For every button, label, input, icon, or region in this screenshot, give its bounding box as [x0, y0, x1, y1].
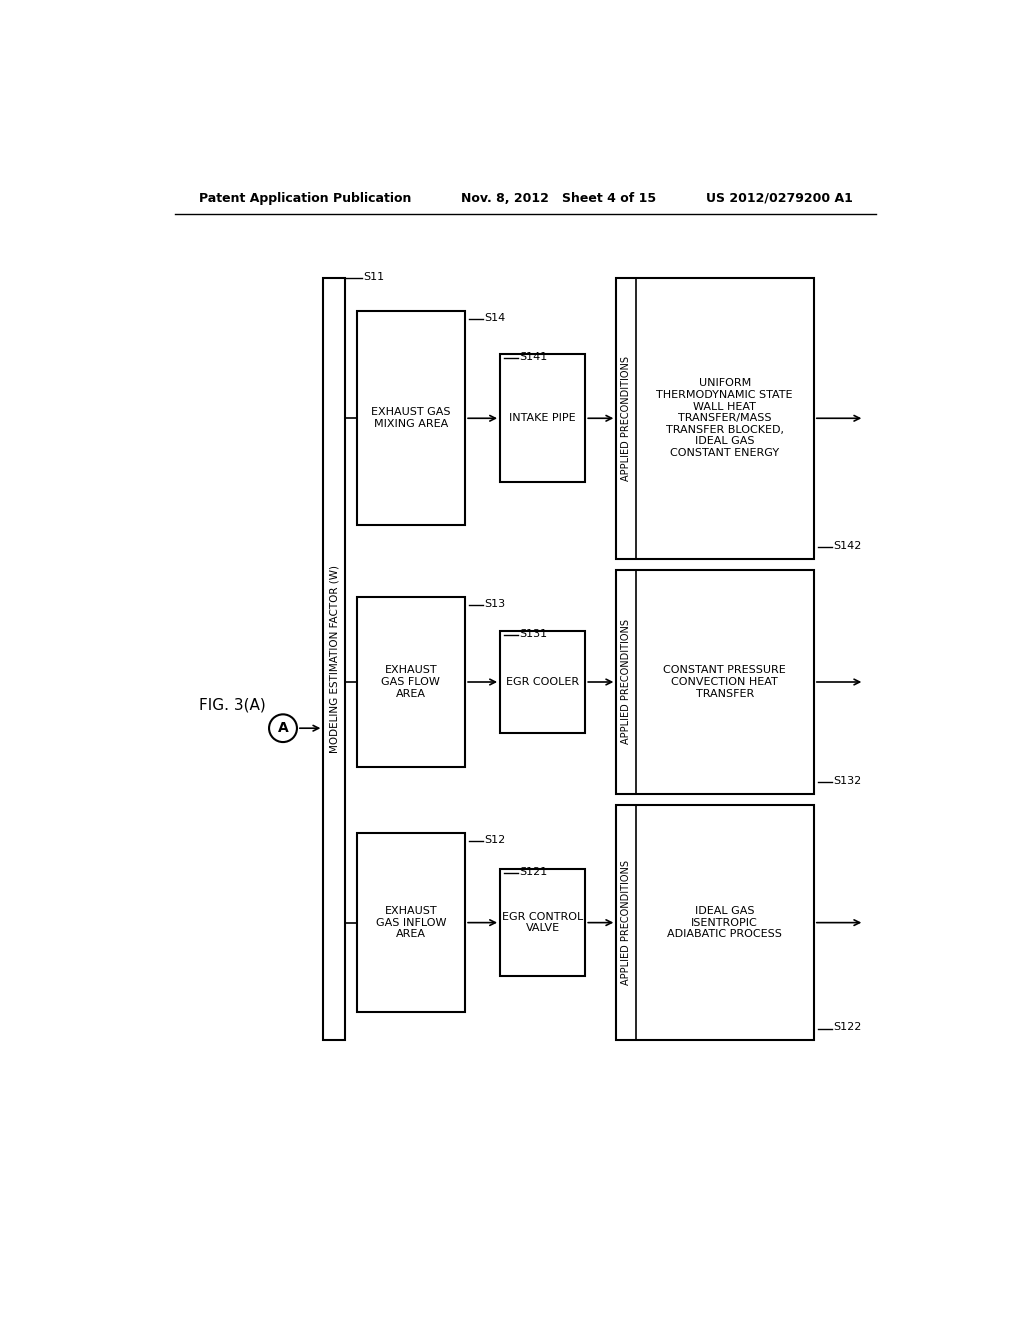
Bar [616, 805, 814, 1040]
Text: S131: S131 [519, 628, 548, 639]
Bar [500, 631, 586, 733]
Text: Nov. 8, 2012   Sheet 4 of 15: Nov. 8, 2012 Sheet 4 of 15 [461, 191, 656, 205]
Text: US 2012/0279200 A1: US 2012/0279200 A1 [706, 191, 853, 205]
Text: APPLIED PRECONDITIONS: APPLIED PRECONDITIONS [621, 619, 631, 744]
Text: INTAKE PIPE: INTAKE PIPE [509, 413, 575, 424]
Text: S142: S142 [834, 541, 861, 550]
Text: A: A [278, 721, 289, 735]
Text: S122: S122 [834, 1022, 861, 1032]
Text: S14: S14 [484, 313, 506, 323]
Text: EGR COOLER: EGR COOLER [506, 677, 580, 686]
Text: EXHAUST
GAS INFLOW
AREA: EXHAUST GAS INFLOW AREA [376, 906, 446, 940]
Bar [500, 354, 586, 482]
Text: S13: S13 [484, 599, 506, 609]
Text: S132: S132 [834, 776, 861, 785]
Bar [616, 277, 814, 558]
Text: S141: S141 [519, 352, 548, 362]
Text: UNIFORM
THERMODYNAMIC STATE
WALL HEAT
TRANSFER/MASS
TRANSFER BLOCKED,
IDEAL GAS
: UNIFORM THERMODYNAMIC STATE WALL HEAT TR… [656, 379, 793, 458]
Text: S121: S121 [519, 867, 548, 876]
Text: S11: S11 [364, 272, 385, 281]
Bar [324, 277, 345, 1040]
Text: IDEAL GAS
ISENTROPIC
ADIABATIC PROCESS: IDEAL GAS ISENTROPIC ADIABATIC PROCESS [668, 906, 782, 940]
Text: CONSTANT PRESSURE
CONVECTION HEAT
TRANSFER: CONSTANT PRESSURE CONVECTION HEAT TRANSF… [664, 665, 786, 698]
Bar [616, 570, 814, 793]
Bar [500, 869, 586, 977]
Text: S12: S12 [484, 836, 506, 845]
Text: MODELING ESTIMATION FACTOR (W): MODELING ESTIMATION FACTOR (W) [329, 565, 339, 752]
Text: EXHAUST GAS
MIXING AREA: EXHAUST GAS MIXING AREA [371, 408, 451, 429]
Text: EXHAUST
GAS FLOW
AREA: EXHAUST GAS FLOW AREA [381, 665, 440, 698]
Text: Patent Application Publication: Patent Application Publication [200, 191, 412, 205]
Text: FIG. 3(A): FIG. 3(A) [200, 697, 266, 713]
Text: EGR CONTROL
VALVE: EGR CONTROL VALVE [502, 912, 584, 933]
Text: APPLIED PRECONDITIONS: APPLIED PRECONDITIONS [621, 356, 631, 480]
Text: APPLIED PRECONDITIONS: APPLIED PRECONDITIONS [621, 861, 631, 985]
Bar [356, 312, 465, 525]
Bar [356, 833, 465, 1012]
Bar [356, 597, 465, 767]
